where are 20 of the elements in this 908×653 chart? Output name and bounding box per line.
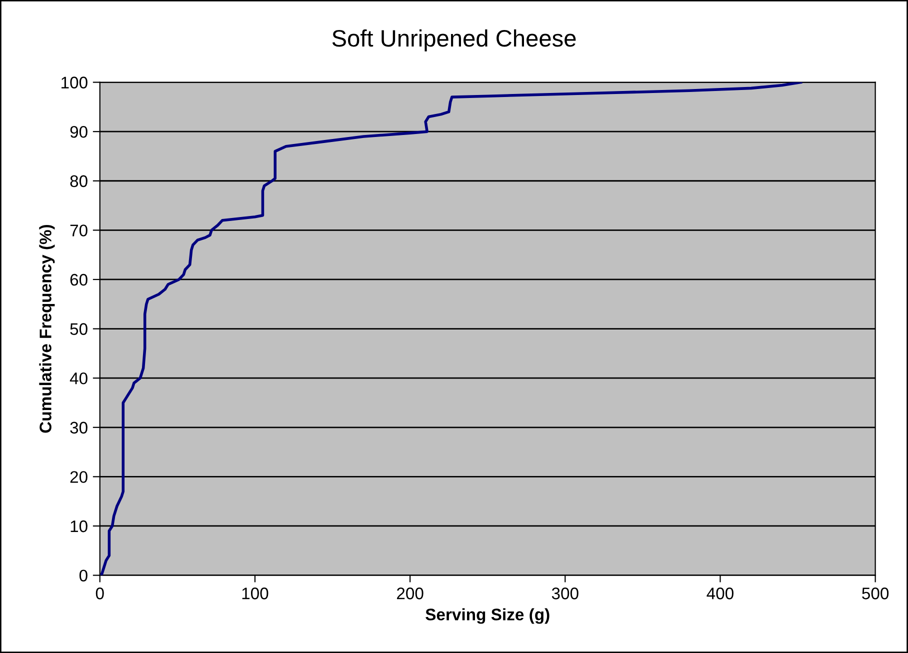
y-tick-label: 40 [70,372,88,384]
x-tick-label: 300 [552,588,578,600]
y-tick-label: 70 [70,224,88,236]
x-tick-label: 400 [706,588,734,600]
x-tick-label: 0 [96,588,104,600]
y-tick-label: 100 [62,76,88,88]
y-tick-label: 30 [70,422,88,434]
y-tick-label: 80 [70,175,88,188]
y-tick-label: 60 [70,274,88,286]
y-tick-label: 20 [70,471,88,483]
y-tick-label: 0 [79,570,88,582]
y-tick-label: 90 [70,126,88,138]
x-tick-label: 500 [862,588,889,600]
x-axis-title: Serving Size (g) [426,608,550,624]
chart-title: Soft Unripened Cheese [332,29,576,52]
x-tick-label: 200 [396,588,424,600]
x-tick-label: 100 [242,588,268,600]
y-axis-title: Cumulative Frequency (%) [39,224,55,433]
y-tick-label: 10 [70,520,88,532]
y-tick-label: 50 [70,323,88,335]
